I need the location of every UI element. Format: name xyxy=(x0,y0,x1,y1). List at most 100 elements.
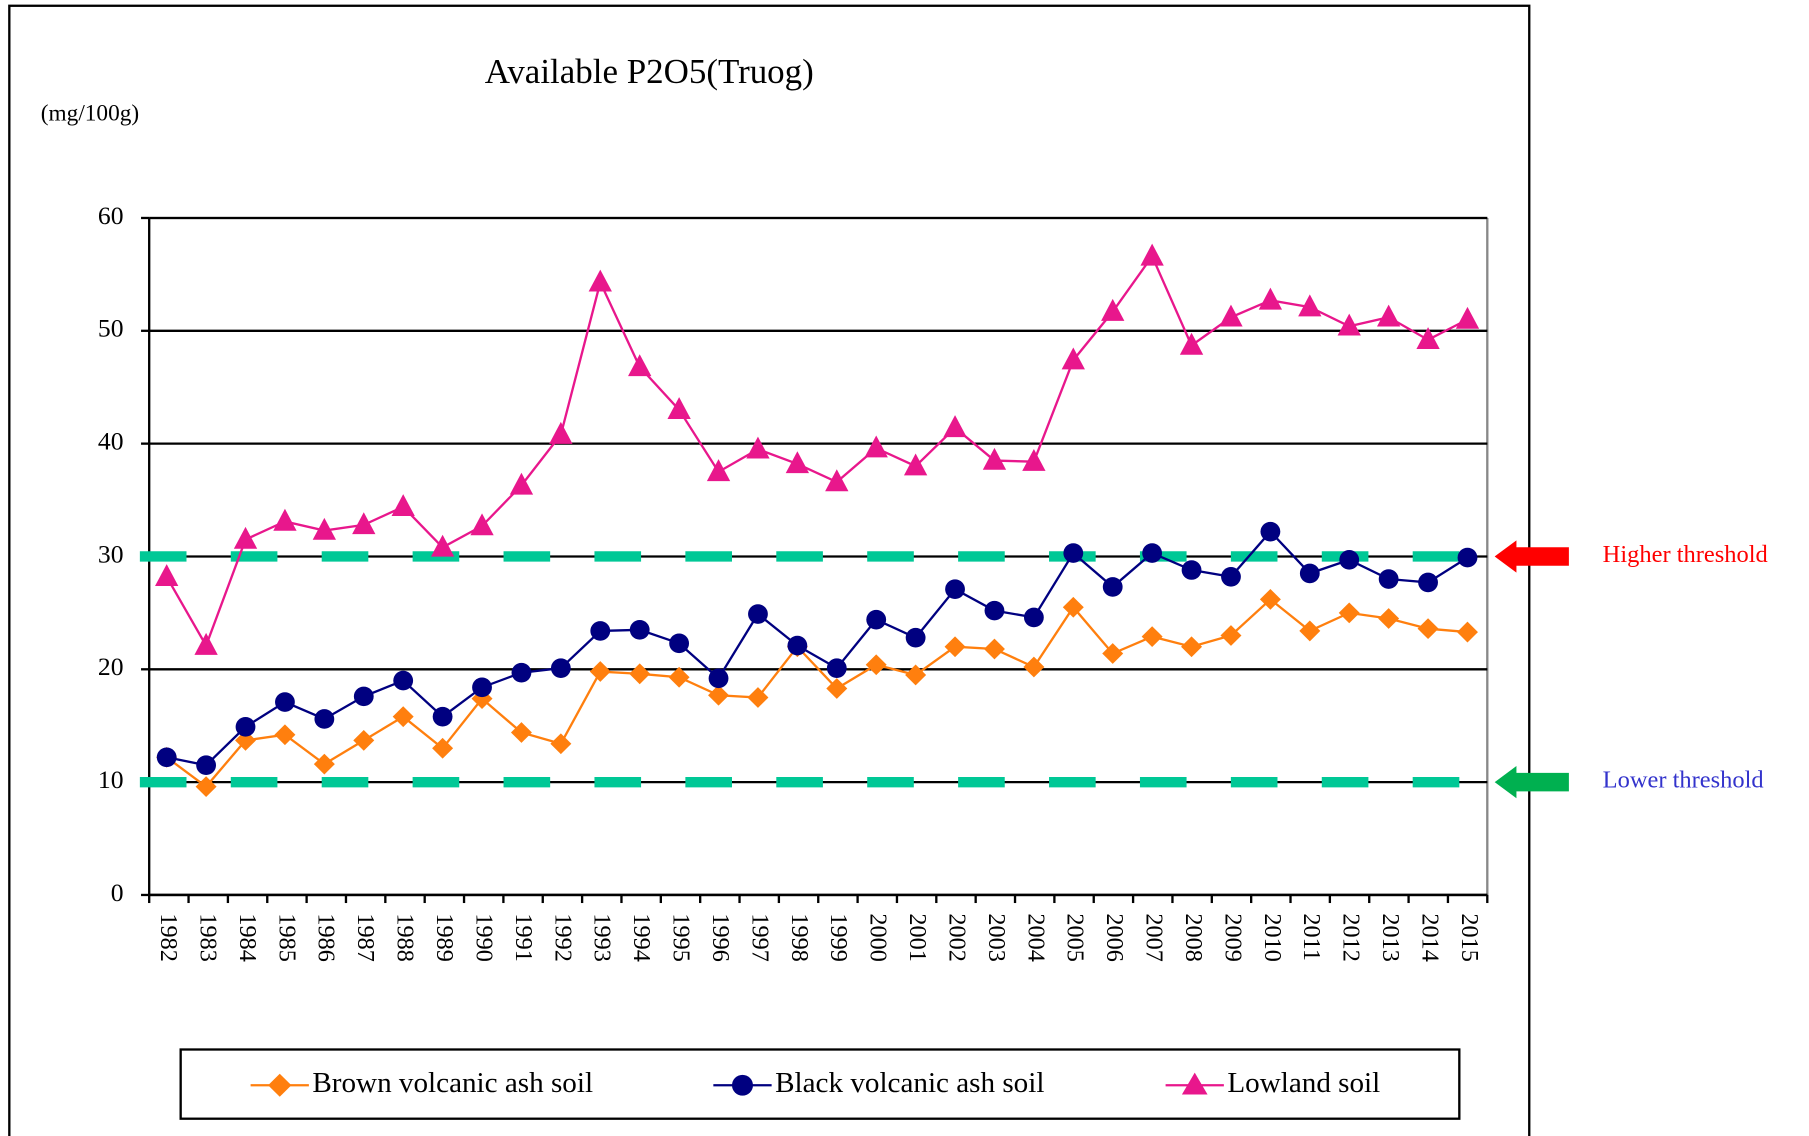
data-point xyxy=(353,730,375,751)
series-line xyxy=(166,529,1469,767)
data-point xyxy=(1378,569,1399,589)
x-tick-label: 2002 xyxy=(943,913,970,961)
y-tick-label: 50 xyxy=(98,314,124,343)
data-point xyxy=(1061,347,1085,370)
data-point xyxy=(590,621,611,641)
data-point xyxy=(314,709,335,729)
data-point xyxy=(748,604,768,624)
data-point xyxy=(235,730,257,751)
data-point xyxy=(1338,602,1360,624)
threshold-arrow xyxy=(1494,540,1569,573)
data-point xyxy=(430,534,455,557)
x-tick-label: 1997 xyxy=(746,913,773,961)
threshold-label: Lower threshold xyxy=(1603,767,1764,794)
data-point xyxy=(1298,294,1322,317)
data-point xyxy=(1221,566,1241,587)
data-point xyxy=(352,512,376,535)
x-tick-label: 2008 xyxy=(1180,913,1207,961)
data-point xyxy=(196,755,217,776)
data-point xyxy=(866,609,887,630)
legend-label: Lowland soil xyxy=(1227,1067,1380,1099)
data-point xyxy=(905,664,927,686)
x-tick-label: 1999 xyxy=(825,913,852,961)
y-tick-label: 0 xyxy=(111,878,124,907)
data-point xyxy=(273,508,297,531)
data-point xyxy=(312,517,337,540)
data-point xyxy=(864,435,888,458)
data-point xyxy=(667,397,691,420)
x-tick-label: 1995 xyxy=(667,913,694,961)
data-point xyxy=(353,686,374,707)
x-tick-label: 2011 xyxy=(1298,913,1325,961)
x-tick-label: 1998 xyxy=(786,913,813,961)
data-point xyxy=(785,451,810,474)
x-tick-label: 2003 xyxy=(983,913,1010,961)
data-point xyxy=(1258,287,1283,310)
data-point xyxy=(1259,588,1281,610)
data-point xyxy=(1023,656,1045,678)
x-tick-label: 1991 xyxy=(510,913,537,961)
x-tick-label: 2001 xyxy=(904,913,931,961)
data-point xyxy=(944,636,966,658)
data-point xyxy=(233,526,258,549)
data-point xyxy=(905,627,926,648)
data-point xyxy=(1299,620,1321,642)
x-tick-label: 1988 xyxy=(392,913,419,961)
data-point xyxy=(1339,550,1360,570)
x-tick-label: 1983 xyxy=(194,913,221,961)
x-tick-label: 1985 xyxy=(273,913,300,961)
data-point xyxy=(432,737,454,759)
data-point xyxy=(549,421,573,444)
x-tick-label: 1987 xyxy=(352,913,379,961)
data-point xyxy=(903,453,928,476)
data-point xyxy=(1219,304,1243,327)
data-point xyxy=(1376,304,1401,327)
threshold-arrow xyxy=(1494,765,1569,799)
data-point xyxy=(275,692,295,712)
data-point xyxy=(588,269,612,292)
data-point xyxy=(1140,243,1164,266)
data-point xyxy=(945,579,965,599)
data-point xyxy=(706,459,731,482)
y-tick-label: 40 xyxy=(98,427,124,456)
x-tick-label: 2010 xyxy=(1259,913,1286,961)
x-tick-label: 2014 xyxy=(1416,913,1443,961)
data-point xyxy=(1181,560,1202,580)
data-point xyxy=(1337,313,1361,336)
data-point xyxy=(1418,572,1438,593)
x-tick-label: 2013 xyxy=(1377,913,1404,961)
series-line xyxy=(165,597,1468,789)
data-point xyxy=(509,472,534,495)
data-point xyxy=(511,662,532,683)
x-tick-label: 1990 xyxy=(470,913,497,961)
y-axis-label: (mg/100g) xyxy=(41,101,139,127)
data-point xyxy=(194,632,218,655)
data-point xyxy=(787,635,808,656)
x-tick-label: 1994 xyxy=(628,913,655,961)
data-point xyxy=(470,513,494,536)
x-tick-label: 2007 xyxy=(1140,913,1167,961)
data-point xyxy=(826,658,847,678)
data-point xyxy=(826,678,848,699)
y-tick-label: 60 xyxy=(98,201,124,230)
y-tick-label: 30 xyxy=(98,539,124,568)
data-point xyxy=(668,666,690,688)
x-tick-label: 1989 xyxy=(431,913,458,961)
data-point xyxy=(155,564,179,587)
y-tick-label: 10 xyxy=(98,765,124,794)
data-point xyxy=(1416,327,1440,350)
data-point xyxy=(1141,626,1163,647)
chart-title: Available P2O5(Truog) xyxy=(485,52,814,91)
series-line xyxy=(165,253,1469,649)
x-tick-label: 1986 xyxy=(313,913,340,961)
x-tick-label: 1992 xyxy=(549,913,576,961)
data-point xyxy=(550,658,571,678)
x-tick-label: 1993 xyxy=(589,913,616,961)
x-tick-label: 1996 xyxy=(707,913,734,961)
legend-marker xyxy=(1181,1072,1208,1095)
data-point xyxy=(628,354,652,377)
legend-label: Brown volcanic ash soil xyxy=(312,1067,593,1099)
data-point xyxy=(1457,547,1478,568)
data-point xyxy=(235,717,256,737)
y-tick-label: 20 xyxy=(98,652,124,681)
